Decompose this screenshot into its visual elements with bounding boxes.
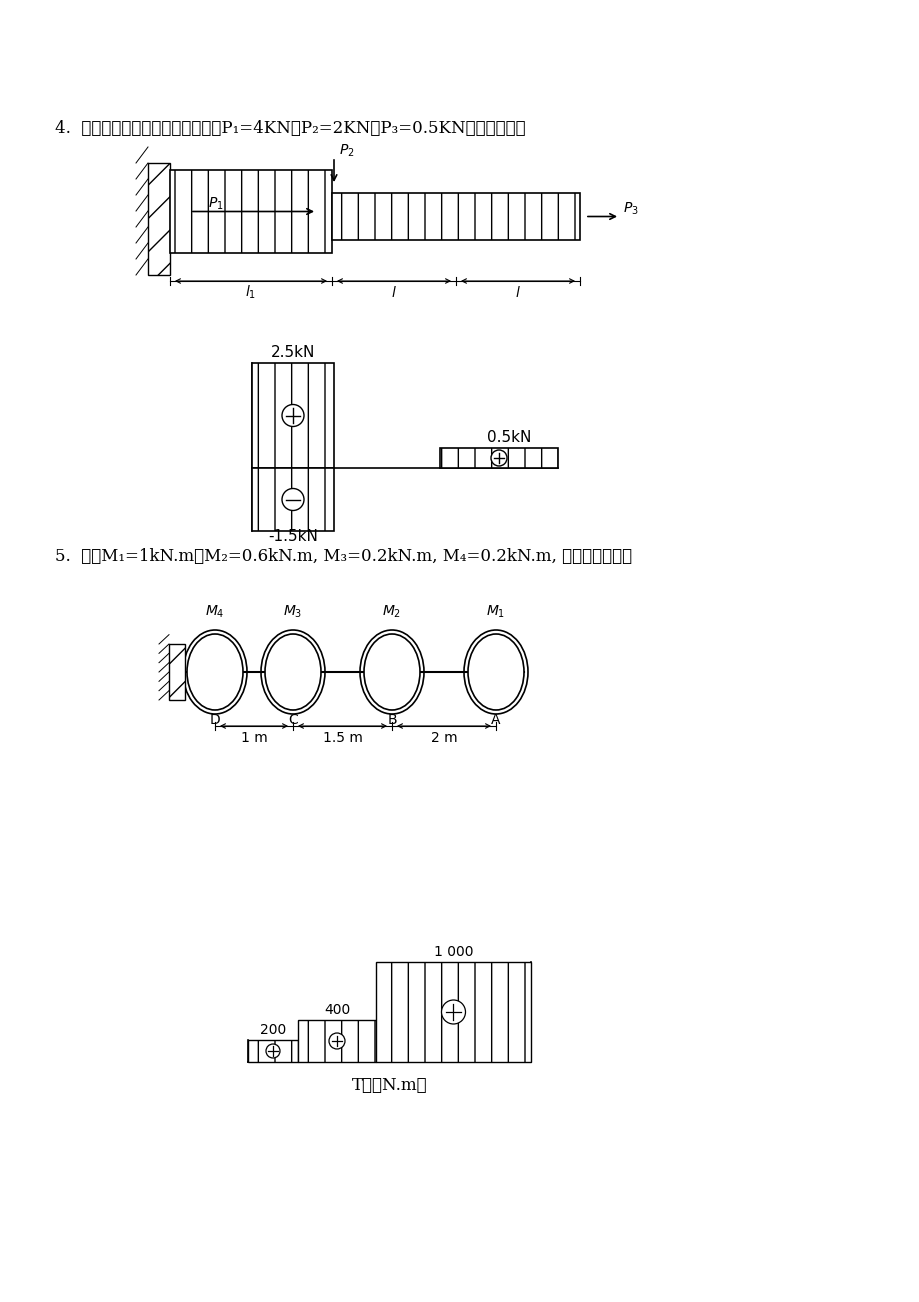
Text: B: B (387, 713, 396, 727)
Bar (252, 363, 334, 467)
Text: $M_1$: $M_1$ (486, 604, 505, 620)
Text: A: A (491, 713, 500, 727)
Text: $P_1$: $P_1$ (208, 195, 223, 212)
Circle shape (266, 1044, 279, 1059)
Circle shape (441, 1000, 465, 1023)
Bar (169, 644, 185, 700)
Text: 0.5kN: 0.5kN (486, 430, 530, 445)
Text: 1 000: 1 000 (433, 945, 472, 960)
Bar (252, 467, 334, 531)
Text: $M_4$: $M_4$ (205, 604, 224, 620)
Text: 4.  如图所示，圆形截面杆，作用力P₁=4KN，P₂=2KN，P₃=0.5KN，作轴力图。: 4. 如图所示，圆形截面杆，作用力P₁=4KN，P₂=2KN，P₃=0.5KN，… (55, 120, 525, 137)
Ellipse shape (364, 634, 420, 710)
Text: $M_3$: $M_3$ (283, 604, 302, 620)
Circle shape (282, 405, 303, 427)
Text: $P_3$: $P_3$ (622, 201, 638, 217)
Circle shape (282, 488, 303, 510)
Text: 1 m: 1 m (241, 730, 267, 745)
Bar (376, 962, 530, 1062)
Text: 200: 200 (259, 1023, 286, 1036)
Text: $P_2$: $P_2$ (338, 143, 354, 159)
Text: D: D (210, 713, 221, 727)
Text: 2 m: 2 m (430, 730, 457, 745)
Ellipse shape (187, 634, 243, 710)
Text: 400: 400 (323, 1003, 350, 1017)
Text: 5.  已知M₁=1kN.m，M₂=0.6kN.m, M₃=0.2kN.m, M₄=0.2kN.m, 作轴的扭矩图。: 5. 已知M₁=1kN.m，M₂=0.6kN.m, M₃=0.2kN.m, M₄… (55, 548, 631, 565)
Bar (170, 171, 332, 253)
Bar (332, 193, 579, 240)
Bar (439, 448, 558, 467)
Ellipse shape (265, 634, 321, 710)
Ellipse shape (468, 634, 524, 710)
Bar (148, 163, 170, 275)
Text: $M_2$: $M_2$ (382, 604, 402, 620)
Text: 2.5kN: 2.5kN (270, 345, 315, 359)
Text: T图（N.m）: T图（N.m） (351, 1077, 426, 1094)
Bar (248, 1040, 298, 1062)
Circle shape (491, 450, 506, 466)
Bar (298, 1019, 376, 1062)
Text: $l$: $l$ (391, 285, 396, 299)
Text: 1.5 m: 1.5 m (323, 730, 362, 745)
Text: $l$: $l$ (515, 285, 520, 299)
Text: $l_1$: $l_1$ (245, 284, 256, 301)
Text: C: C (288, 713, 298, 727)
Circle shape (329, 1032, 345, 1049)
Text: -1.5kN: -1.5kN (267, 529, 318, 544)
